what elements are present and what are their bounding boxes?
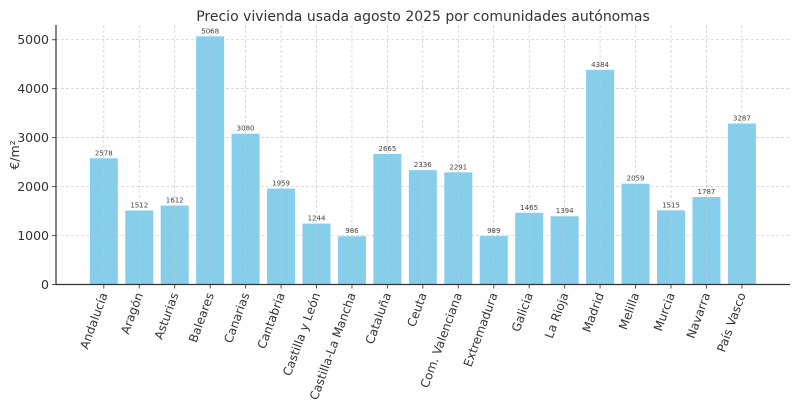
data-label: 1244	[308, 215, 326, 223]
data-label: 5068	[201, 27, 219, 35]
y-tick-label: 0	[41, 277, 49, 292]
x-tick-label: Cantabria	[255, 291, 288, 351]
y-tick-label: 2000	[17, 179, 49, 194]
data-label: 2291	[449, 163, 467, 171]
x-tick-label: Aragón	[118, 291, 146, 336]
data-label: 1465	[520, 204, 538, 212]
data-labels: 2578 1512 1612 5068 3080 1959 1244 986 2665 2336 2…	[95, 27, 751, 285]
x-tick-label: Navarra	[684, 291, 714, 341]
x-tick-label: Cataluña	[363, 291, 395, 346]
data-label: 3287	[733, 115, 751, 123]
x-axis: Andalucía Aragón Asturias Baleares Canarias C…	[77, 284, 749, 400]
data-label: 989	[487, 227, 500, 235]
data-label: 1394	[556, 207, 574, 215]
x-tick-label: Baleares	[186, 291, 217, 345]
data-label: 1515	[662, 201, 680, 209]
y-tick-label: 1000	[17, 228, 49, 243]
x-tick-label: Melilla	[616, 291, 642, 332]
data-label: 1787	[698, 188, 716, 196]
data-label: 1612	[166, 197, 184, 205]
x-tick-label: Canarias	[221, 291, 252, 345]
x-tick-label: La Rioja	[542, 291, 571, 340]
y-axis: 0 1000 2000 3000 4000 5000	[17, 32, 56, 292]
y-tick-label: 4000	[17, 81, 49, 96]
data-label: 2336	[414, 161, 432, 169]
data-label: 3080	[237, 125, 255, 133]
data-label: 986	[345, 227, 359, 235]
x-tick-label: Asturias	[152, 291, 182, 342]
data-label: 1512	[130, 201, 148, 209]
x-tick-label: Castilla y León	[280, 291, 323, 378]
x-tick-label: Murcia	[651, 291, 678, 333]
chart-title: Precio vivienda usada agosto 2025 por co…	[196, 9, 650, 25]
data-label: 2578	[95, 149, 113, 157]
x-tick-label: Galicia	[509, 291, 536, 334]
data-label: 2059	[627, 175, 645, 183]
data-label: 1959	[272, 180, 290, 188]
data-label: 4384	[591, 61, 609, 69]
x-tick-label: País Vasco	[714, 291, 748, 354]
y-tick-label: 3000	[17, 130, 49, 145]
x-tick-label: Madrid	[580, 291, 607, 335]
data-label: 2665	[378, 145, 396, 153]
x-tick-label: Ceuta	[404, 291, 429, 329]
bar-navarra	[692, 197, 721, 285]
y-tick-label: 5000	[17, 32, 49, 47]
y-axis-label: €/m²	[7, 140, 22, 169]
x-tick-label: Extremadura	[461, 291, 501, 369]
x-tick-label: Andalucía	[77, 291, 110, 351]
